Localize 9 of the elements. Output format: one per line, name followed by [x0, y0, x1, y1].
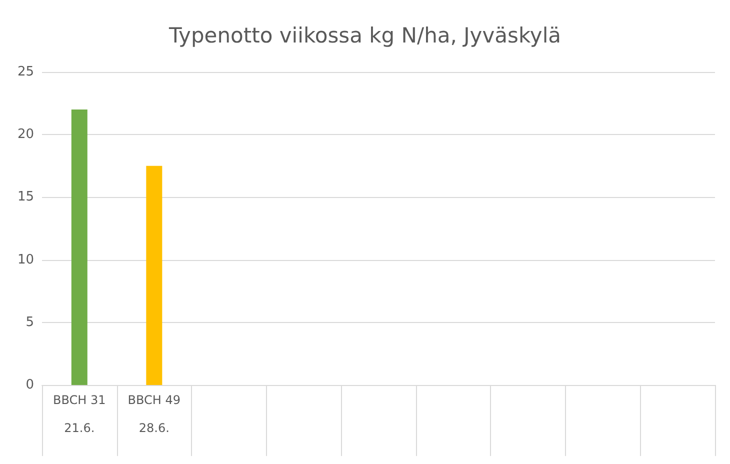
chart-title: Typenotto viikossa kg N/ha, Jyväskylä [168, 24, 562, 48]
y-tick-label: 20 [17, 127, 34, 142]
y-tick-label: 25 [17, 64, 34, 80]
x-tick-label: BBCH 49 28.6. [128, 393, 181, 435]
x-tick-label: BBCH 31 21.6. [53, 393, 106, 435]
y-tick-label: 10 [17, 252, 34, 268]
y-tick-label: 0 [26, 378, 34, 392]
y-tick-label: 15 [17, 190, 34, 205]
y-tick-label: 5 [26, 314, 34, 330]
